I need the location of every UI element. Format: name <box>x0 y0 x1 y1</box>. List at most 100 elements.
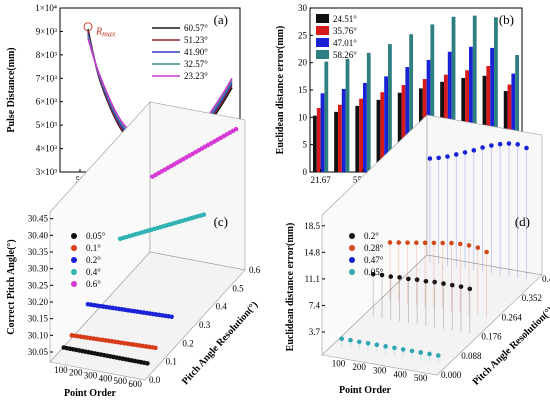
data-point <box>515 142 521 147</box>
bar <box>384 76 389 172</box>
data-point <box>440 240 445 246</box>
data-point <box>436 155 441 161</box>
legend-marker <box>349 257 355 263</box>
data-point <box>370 271 376 277</box>
data-point <box>431 240 437 246</box>
x-tick-label: 300 <box>84 370 98 380</box>
y-tick-label: 0.1 <box>166 357 177 367</box>
data-point <box>201 212 207 217</box>
panel-c-3d-chart: 30.05 30.10 30.15 30.20 30.25 30.30 30.35 30.40… <box>6 101 261 399</box>
y-tick-label: 0.440 <box>542 274 550 284</box>
legend-label: 0.05° <box>86 231 106 241</box>
y-tick-label: 5 <box>303 140 308 150</box>
bar <box>511 73 516 172</box>
data-point <box>405 240 410 245</box>
side-wall <box>426 114 543 276</box>
bar <box>324 61 329 172</box>
panel-label: (b) <box>499 12 514 27</box>
legend-swatch <box>316 50 329 59</box>
data-point <box>406 276 411 282</box>
z-axis-label: Euclidean distance error(mm) <box>285 223 296 352</box>
z-tick-label: 30.20 <box>28 297 49 307</box>
x-axis-label: Point Order <box>339 385 391 396</box>
x-tick-label: 400 <box>99 373 113 383</box>
z-axis-label: Correct Pitch Angle(°) <box>6 239 17 334</box>
data-point <box>445 154 450 159</box>
data-point <box>457 241 463 247</box>
bar <box>345 58 350 173</box>
y-tick-label: 5×10³ <box>36 120 58 130</box>
y-tick-label: 10 <box>298 112 308 122</box>
data-point <box>422 240 428 246</box>
bar <box>486 65 491 172</box>
z-tick-label: 30.45 <box>28 214 49 224</box>
legend-label: 35.76° <box>333 26 357 36</box>
legend-label: 0.2° <box>86 255 101 265</box>
legend-marker <box>349 269 355 275</box>
legend-label: 0.1° <box>86 243 101 253</box>
data-point <box>233 126 239 132</box>
y-tick-label: 0.5 <box>232 283 244 293</box>
x-tick-label: 200 <box>69 368 83 378</box>
y-tick-label: 3×10³ <box>36 167 58 177</box>
data-point <box>458 284 464 289</box>
legend-swatch <box>316 26 329 35</box>
legend-marker <box>349 233 355 239</box>
x-axis-label: Point Order <box>64 388 116 399</box>
x-tick-label: 400 <box>393 369 407 379</box>
data-point <box>153 345 158 351</box>
bar <box>376 99 381 172</box>
legend-marker <box>349 245 355 251</box>
y-axis-label: Euclidean distance error(mm) <box>275 26 286 155</box>
panel-label: (d) <box>515 214 530 229</box>
data-point <box>436 353 441 358</box>
data-point <box>414 277 420 283</box>
legend-label: 0.05° <box>364 267 384 277</box>
x-tick-label: 300 <box>373 366 387 376</box>
data-point <box>427 351 432 357</box>
bar <box>316 108 321 172</box>
data-point <box>396 240 402 245</box>
y-tick-label: 7×10³ <box>36 73 58 83</box>
x-tick-label: 100 <box>54 365 68 375</box>
data-point <box>466 243 472 248</box>
bar <box>337 104 342 172</box>
legend-label: 47.01° <box>333 38 357 48</box>
data-point <box>506 141 512 146</box>
y-tick-label: 0.000 <box>441 370 462 380</box>
data-point <box>400 347 406 352</box>
data-point <box>453 152 459 157</box>
z-tick-label: 30.05 <box>28 347 49 357</box>
y-axis-label: Pulse Distance(mm) <box>6 47 17 132</box>
bar <box>366 52 371 172</box>
legend-marker <box>71 281 77 287</box>
z-tick-label: 7.4 <box>309 300 321 310</box>
bar <box>472 15 477 172</box>
data-point <box>484 249 489 255</box>
legend-label: 41.90° <box>184 47 208 57</box>
bar <box>355 105 360 172</box>
x-tick-label: 500 <box>414 373 428 383</box>
z-tick-label: 18.5 <box>304 221 320 231</box>
data-point <box>365 340 371 346</box>
y-tick-label: 15 <box>298 85 308 95</box>
bar <box>380 92 385 172</box>
panel-label: (a) <box>214 12 228 27</box>
bar <box>334 111 338 172</box>
bar <box>465 70 469 172</box>
data-point <box>432 279 437 285</box>
legend-label: 60.57° <box>184 23 208 33</box>
z-tick-label: 30.35 <box>28 247 49 257</box>
y-tick-label: 0.352 <box>522 293 542 303</box>
data-point <box>471 148 477 153</box>
data-point <box>480 145 485 150</box>
y-tick-label: 20 <box>298 58 308 68</box>
data-point <box>441 281 446 286</box>
data-point <box>467 286 473 292</box>
bar <box>515 55 520 172</box>
data-point <box>374 342 380 348</box>
legend-swatch <box>316 14 329 23</box>
data-point <box>379 272 385 278</box>
y-tick-label: 6×10³ <box>36 97 58 107</box>
